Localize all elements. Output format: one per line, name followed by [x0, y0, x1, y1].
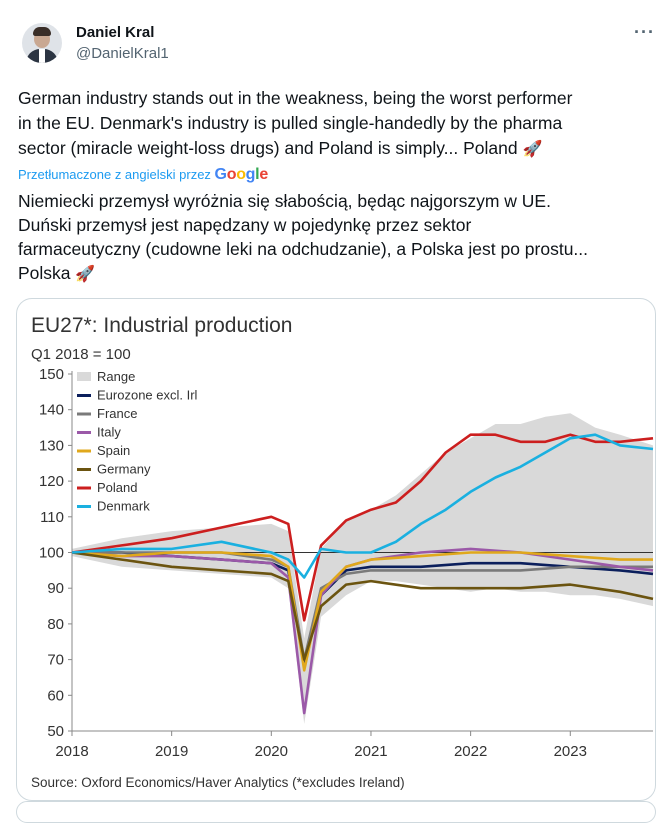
- x-tick-label: 2019: [155, 743, 188, 760]
- y-tick-label: 110: [40, 509, 64, 526]
- more-options-icon[interactable]: ···: [634, 22, 655, 42]
- translation-attribution[interactable]: Przetłumaczone z angielski przez Google: [18, 166, 268, 184]
- rocket-emoji: 🚀: [75, 266, 96, 283]
- author-name[interactable]: Daniel Kral: [76, 24, 155, 41]
- chart-title: EU27*: Industrial production: [31, 314, 293, 337]
- author-avatar[interactable]: [22, 23, 62, 63]
- avatar-hair: [33, 27, 51, 36]
- y-tick-label: 100: [39, 545, 64, 562]
- legend-label-eurozone: Eurozone excl. Irl: [97, 388, 198, 403]
- legend-label-france: France: [97, 406, 137, 421]
- series-line-poland: [71, 433, 654, 622]
- translated-text-line: Niemiecki przemysł wyróżnia się słabości…: [18, 191, 551, 211]
- y-tick-label: 130: [39, 437, 64, 454]
- x-tick-label: 2022: [454, 743, 487, 760]
- chart-image-card[interactable]: EU27*: Industrial production Q1 2018 = 10…: [16, 298, 656, 801]
- legend-label-range: Range: [97, 369, 135, 384]
- legend-label-spain: Spain: [97, 443, 130, 458]
- y-tick-label: 90: [47, 580, 64, 597]
- x-tick-label: 2021: [354, 743, 387, 760]
- y-tick-label: 120: [39, 473, 64, 490]
- next-card-edge: [16, 801, 656, 823]
- y-tick-label: 140: [39, 402, 64, 419]
- chart-subtitle: Q1 2018 = 100: [31, 346, 131, 363]
- y-tick-label: 50: [47, 723, 64, 740]
- translated-text-line: Duński przemysł jest napędzany w pojedyn…: [18, 215, 472, 235]
- tweet-text-line: in the EU. Denmark's industry is pulled …: [18, 113, 563, 133]
- avatar-shirt: [39, 49, 45, 63]
- tweet-text: German industry stands out in the weakne…: [18, 86, 648, 162]
- y-tick-label: 150: [39, 366, 64, 383]
- translated-text: Niemiecki przemysł wyróżnia się słabości…: [18, 189, 654, 287]
- author-handle[interactable]: @DanielKral1: [76, 45, 169, 62]
- legend-label-germany: Germany: [97, 462, 151, 477]
- y-tick-label: 60: [47, 687, 64, 704]
- tweet-text-line: sector (miracle weight-loss drugs) and P…: [18, 138, 523, 158]
- x-tick-label: 2023: [554, 743, 587, 760]
- legend-label-poland: Poland: [97, 480, 137, 495]
- series-line-denmark: [71, 433, 654, 579]
- series-line-spain: [71, 551, 653, 672]
- translated-text-line: farmaceutyczny (cudowne leki na odchudza…: [18, 239, 589, 259]
- y-tick-label: 80: [47, 616, 64, 633]
- x-tick-label: 2020: [255, 743, 288, 760]
- legend-label-italy: Italy: [97, 425, 121, 440]
- industrial-production-chart: EU27*: Industrial production Q1 2018 = 10…: [31, 314, 654, 790]
- translated-text-line: Polska: [18, 263, 76, 283]
- google-logo: Google: [214, 166, 269, 183]
- legend-swatch-range: [77, 372, 91, 381]
- series-line-germany: [71, 551, 654, 661]
- y-tick-label: 70: [47, 652, 64, 669]
- tweet-text-line: German industry stands out in the weakne…: [18, 88, 573, 108]
- chart-source: Source: Oxford Economics/Haver Analytics…: [31, 775, 405, 790]
- translated-by-label: Przetłumaczone z angielski przez: [18, 167, 211, 182]
- x-tick-label: 2018: [55, 743, 88, 760]
- legend-label-denmark: Denmark: [97, 499, 150, 514]
- rocket-emoji: 🚀: [522, 141, 543, 158]
